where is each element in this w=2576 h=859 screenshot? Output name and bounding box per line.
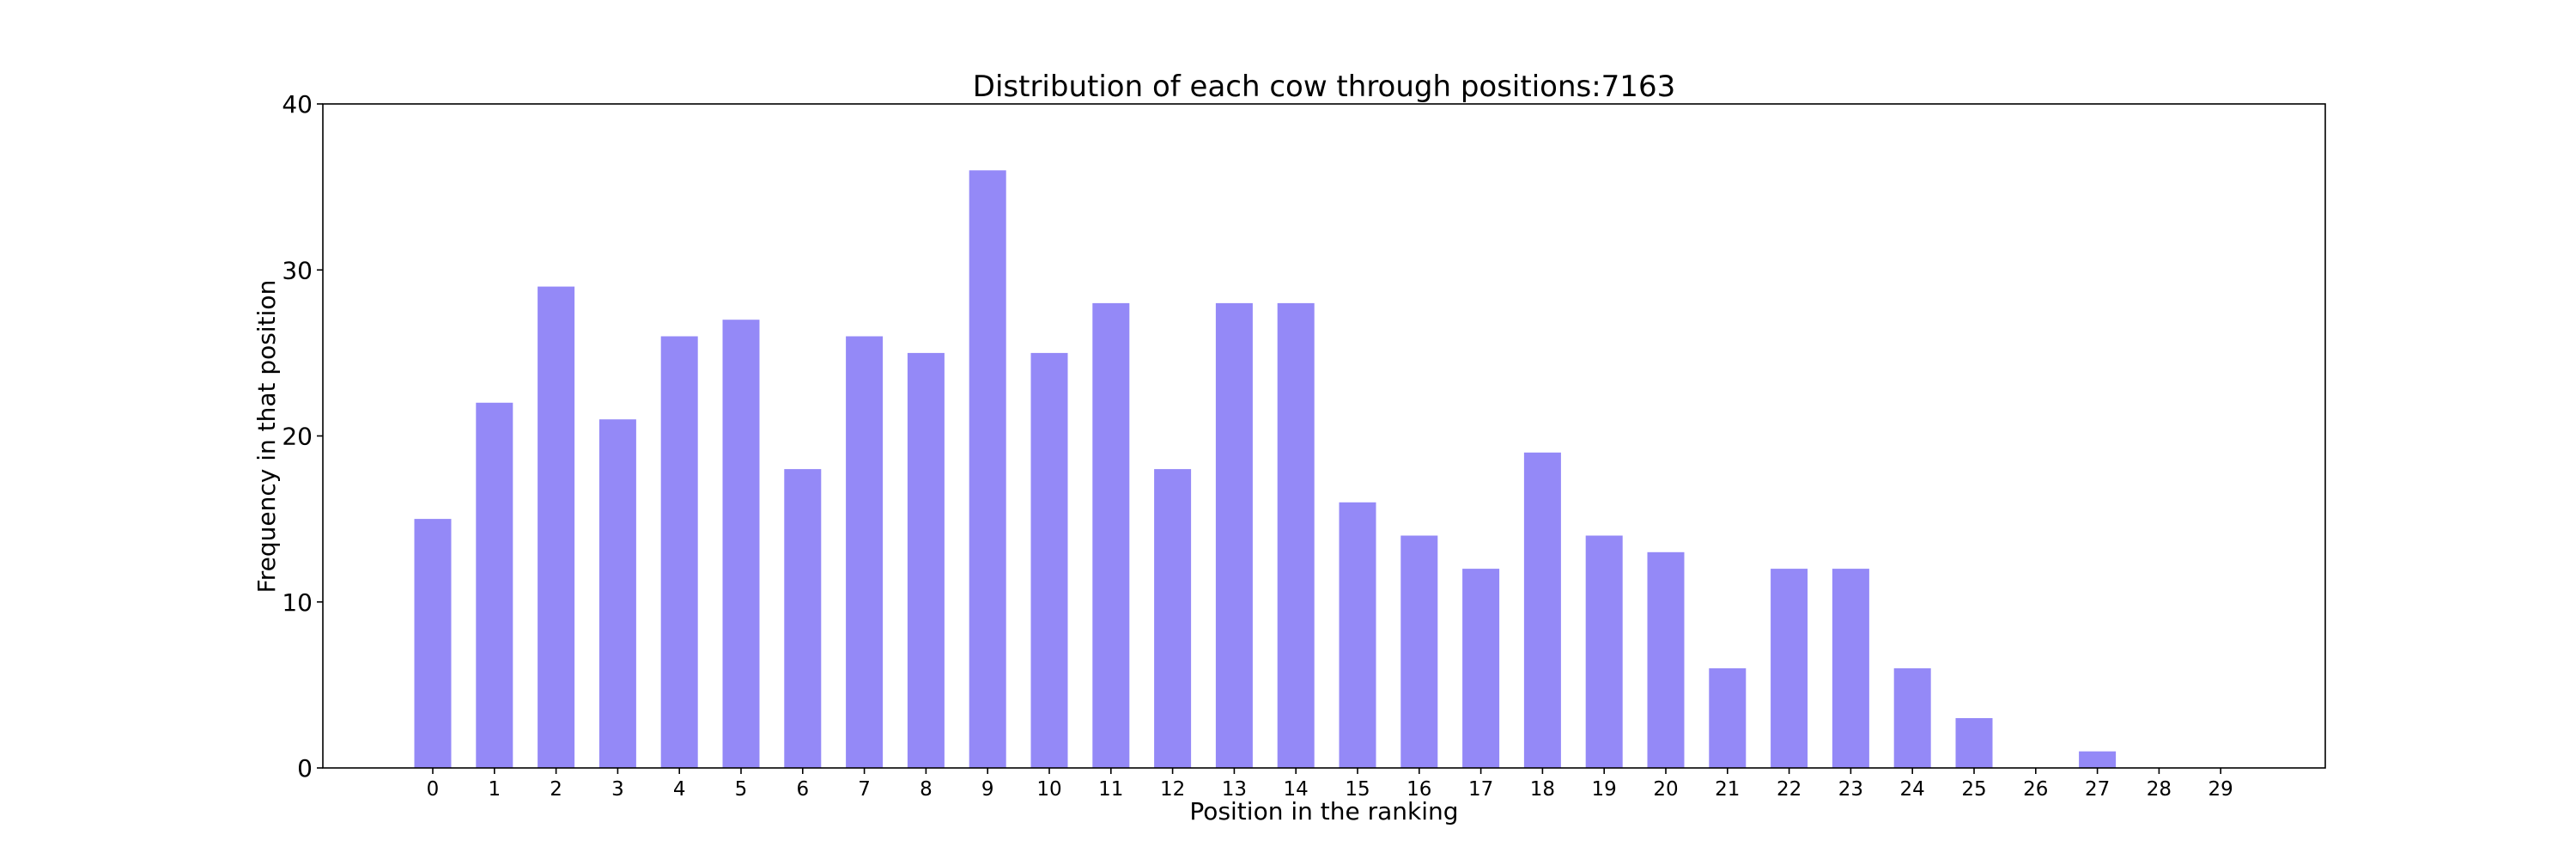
x-tick-label-12: 12	[1160, 778, 1185, 801]
x-tick-label-29: 29	[2208, 778, 2233, 801]
x-tick-label-23: 23	[1838, 778, 1863, 801]
y-axis-label: Frequency in that position	[252, 280, 281, 594]
bar-position-13	[1215, 302, 1253, 768]
bar-position-12	[1154, 469, 1192, 768]
x-axis-label: Position in the ranking	[1189, 797, 1458, 825]
y-tick-label-0: 0	[297, 754, 313, 783]
bar-position-25	[1955, 718, 1993, 768]
x-tick-label-22: 22	[1777, 778, 1801, 801]
chart-title: Distribution of each cow through positio…	[973, 70, 1675, 104]
x-tick-label-4: 4	[673, 778, 686, 801]
bar-position-23	[1832, 569, 1869, 768]
bar-position-21	[1709, 668, 1747, 768]
y-axis-ticks: 0 10 20 30 40	[282, 90, 323, 783]
plot-frame	[322, 103, 2326, 769]
x-tick-label-8: 8	[920, 778, 933, 801]
bar-position-1	[476, 402, 513, 768]
bar-position-11	[1092, 302, 1130, 768]
y-tick-label-20: 20	[282, 423, 313, 451]
bar-position-3	[598, 419, 636, 768]
x-tick-label-13: 13	[1222, 778, 1247, 801]
bar-position-7	[846, 336, 884, 768]
bar-position-20	[1647, 551, 1685, 768]
x-tick-label-28: 28	[2147, 778, 2172, 801]
y-tick-label-30: 30	[282, 256, 313, 284]
bar-position-14	[1277, 302, 1315, 768]
y-tick-label-10: 10	[282, 588, 313, 617]
x-tick-label-3: 3	[611, 778, 624, 801]
x-tick-label-5: 5	[735, 778, 748, 801]
x-axis-ticks: 0 1 2 3 4 5 6 7 8 9 10 11 12 13 14 15 16 17 18 19 20 21 22 23 24…	[427, 768, 2233, 801]
bar-position-18	[1523, 452, 1561, 768]
bar-position-27	[2079, 751, 2117, 768]
x-tick-label-0: 0	[427, 778, 440, 801]
x-tick-label-9: 9	[981, 778, 994, 801]
x-tick-label-7: 7	[858, 778, 871, 801]
x-tick-label-25: 25	[1961, 778, 1986, 801]
x-tick-label-17: 17	[1468, 778, 1493, 801]
x-tick-label-18: 18	[1530, 778, 1555, 801]
bar-position-5	[722, 320, 760, 768]
x-tick-label-26: 26	[2023, 778, 2048, 801]
bar-position-24	[1893, 668, 1931, 768]
bar-position-2	[538, 286, 575, 769]
bar-position-6	[784, 469, 822, 768]
x-tick-label-1: 1	[488, 778, 501, 801]
x-tick-label-10: 10	[1036, 778, 1061, 801]
x-tick-label-15: 15	[1345, 778, 1370, 801]
x-tick-label-27: 27	[2085, 778, 2110, 801]
bar-position-17	[1462, 569, 1500, 768]
bar-position-10	[1030, 352, 1068, 768]
bar-position-9	[969, 170, 1006, 769]
bar-position-0	[414, 519, 452, 768]
bar-position-16	[1400, 535, 1438, 768]
x-tick-label-20: 20	[1653, 778, 1678, 801]
bar-position-4	[660, 336, 698, 768]
bar-position-8	[907, 352, 945, 768]
x-tick-label-6: 6	[796, 778, 809, 801]
x-tick-label-2: 2	[550, 778, 562, 801]
bar-position-15	[1339, 502, 1376, 768]
y-tick-label-40: 40	[282, 90, 313, 119]
x-tick-label-19: 19	[1592, 778, 1617, 801]
x-tick-label-14: 14	[1284, 778, 1309, 801]
x-tick-label-11: 11	[1098, 778, 1123, 801]
x-tick-label-24: 24	[1900, 778, 1925, 801]
bars-group	[414, 170, 2117, 769]
x-tick-label-21: 21	[1715, 778, 1740, 801]
x-tick-label-16: 16	[1406, 778, 1431, 801]
bar-position-22	[1771, 569, 1808, 768]
bar-position-19	[1585, 535, 1623, 768]
